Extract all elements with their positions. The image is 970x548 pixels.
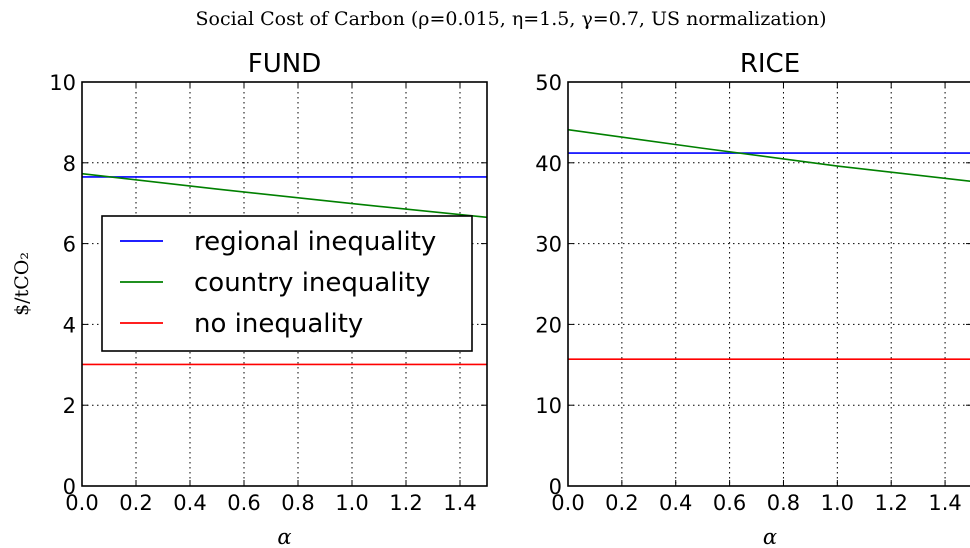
y-tick-label: 0: [63, 475, 76, 499]
x-tick-label: 0.6: [227, 491, 260, 515]
x-tick-label: 1.4: [928, 491, 961, 515]
x-tick-label: 1.4: [443, 491, 476, 515]
legend-label: no inequality: [194, 309, 363, 339]
x-tick-label: 0.0: [551, 491, 584, 515]
country-inequality-line: [81, 172, 488, 219]
x-tick-label: 1.0: [821, 491, 854, 515]
figure-title: Social Cost of Carbon (ρ=0.015, η=1.5, γ…: [196, 8, 827, 30]
y-axis-label: $/tCO₂: [11, 252, 33, 316]
x-tick-label: 0.4: [173, 491, 206, 515]
axes-frame: [567, 81, 970, 487]
x-tick-label: 0.2: [119, 491, 152, 515]
x-tick-label: 1.2: [874, 491, 907, 515]
y-tick-label: 20: [535, 313, 562, 337]
panel-title: RICE: [740, 49, 800, 79]
y-tick-label: 6: [63, 233, 76, 257]
axes-frame: [81, 81, 488, 487]
legend: regional inequality country inequality no …: [101, 215, 473, 352]
x-tick-label: 0.6: [713, 491, 746, 515]
x-tick-label: 0.4: [659, 491, 692, 515]
y-tick-label: 40: [535, 152, 562, 176]
x-tick-label: 0.2: [605, 491, 638, 515]
legend-box: [101, 215, 473, 352]
x-tick-label: 1.0: [335, 491, 368, 515]
x-axis-label: α: [763, 525, 777, 548]
x-tick-label: 0.8: [767, 491, 800, 515]
x-tick-label: 0.8: [281, 491, 314, 515]
panel-rice: 0.0 0.2 0.4 0.6 0.8 1.0 1.2 1.4 0 10 20 30 40 50 RICE α: [535, 49, 970, 548]
y-tick-label: 2: [63, 394, 76, 418]
legend-label: regional inequality: [194, 227, 436, 257]
y-tick-label: 4: [63, 313, 76, 337]
y-tick-label: 8: [63, 152, 76, 176]
panel-title: FUND: [248, 49, 321, 79]
y-tick-label: 50: [535, 71, 562, 95]
series-1-line: [567, 128, 970, 182]
x-tick-label: 0.0: [65, 491, 98, 515]
x-tick-label: 1.2: [389, 491, 422, 515]
y-tick-label: 10: [49, 71, 76, 95]
legend-label: country inequality: [194, 268, 430, 298]
panel-fund: 0.0 0.2 0.4 0.6 0.8 1.0 1.2 1.4 0 2 4 6 8 10 FUND α $/tC…: [11, 49, 488, 548]
y-tick-label: 10: [535, 394, 562, 418]
x-axis-label: α: [277, 525, 291, 548]
y-tick-label: 30: [535, 233, 562, 257]
y-tick-label: 0: [549, 475, 562, 499]
